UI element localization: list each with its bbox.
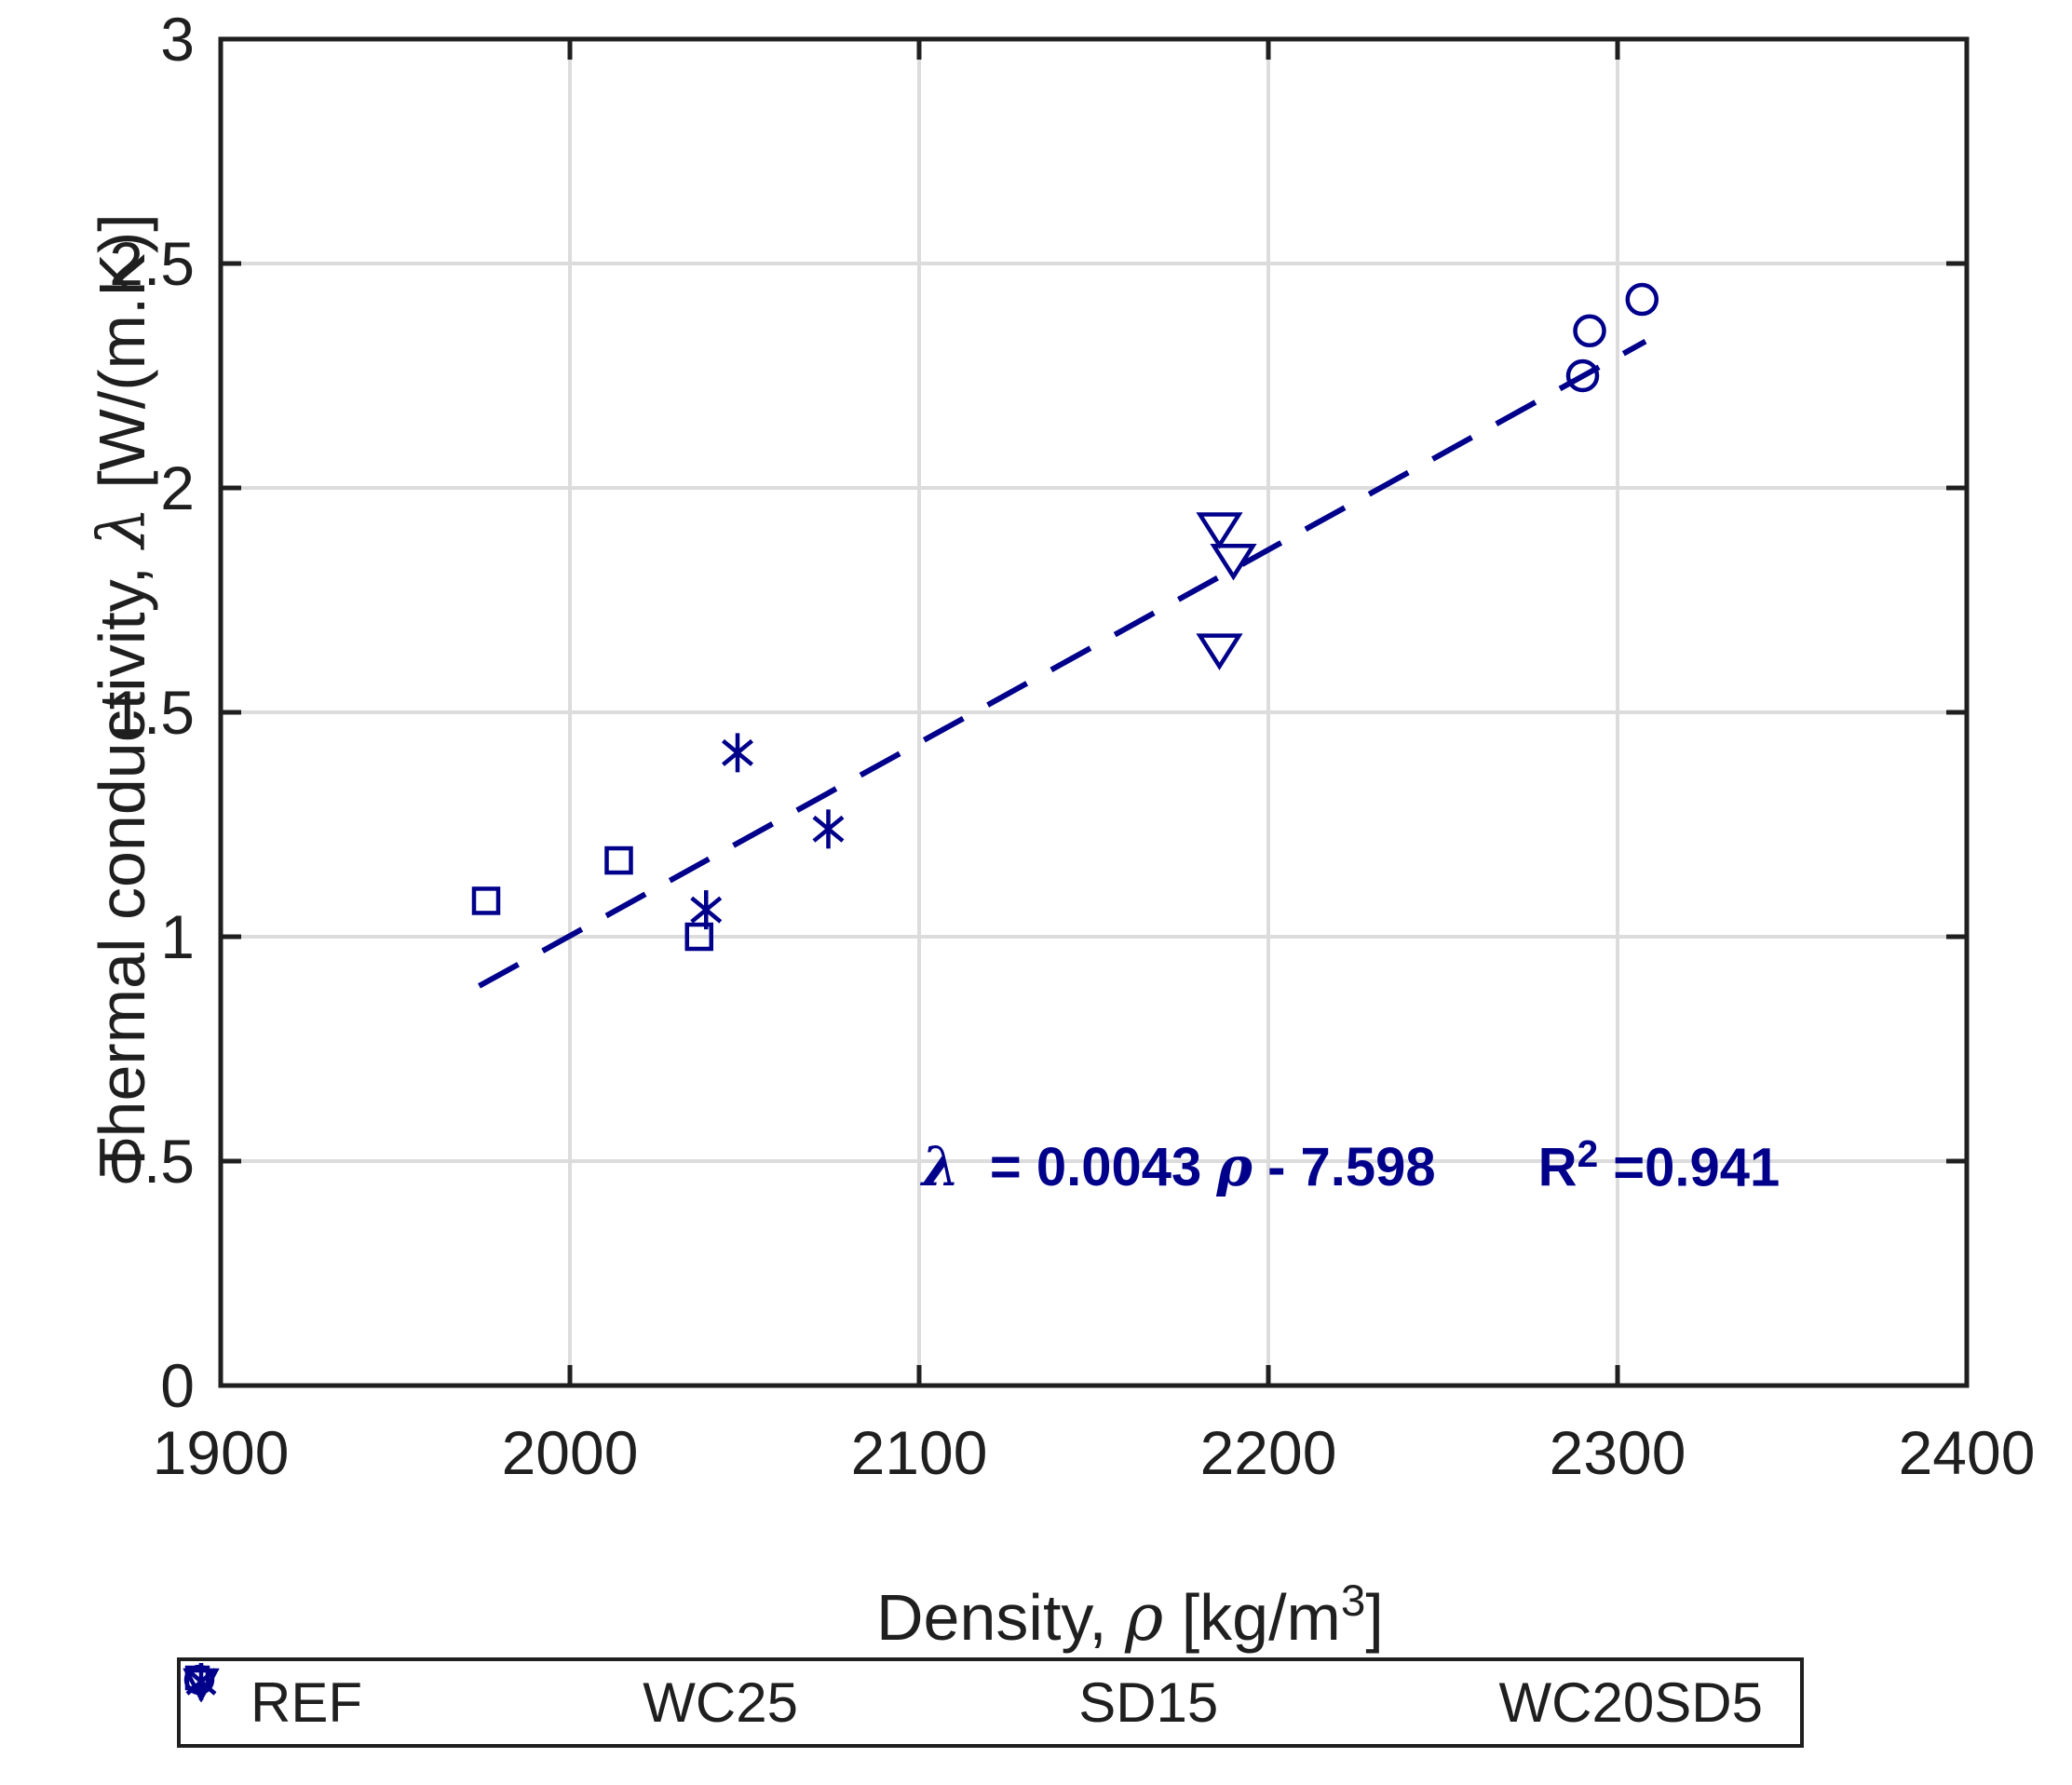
y-axis-label: Thermal conductivity, λ [W/(m.K)]: [9, 126, 160, 1336]
data-point-square: [604, 845, 633, 875]
lambda-symbol: λ: [84, 507, 160, 548]
fit-equation-annotation: λ = 0.0043 ρ - 7.598 R2 =0.941: [922, 1132, 1780, 1198]
r-squared-value: R2 =0.941: [1537, 1132, 1781, 1198]
legend-label-ref: REF: [251, 1670, 362, 1734]
data-point-circle: [1565, 358, 1600, 393]
legend-item-wc25: WC25: [185, 1663, 798, 1734]
x-tick-label: 2400: [1899, 1418, 2036, 1487]
rho-symbol: ρ: [1125, 1579, 1164, 1657]
data-point-triangle: [1210, 544, 1257, 581]
y-tick-label: 1.5: [109, 678, 195, 747]
fit-equation: λ = 0.0043 ρ - 7.598: [922, 1135, 1436, 1199]
data-point-square: [471, 886, 501, 915]
legend-item-ref: REF: [183, 1664, 362, 1734]
y-tick-label: 1: [160, 902, 195, 971]
legend-label-wc20sd5: WC20SD5: [1498, 1670, 1763, 1734]
square-marker-icon: [184, 1665, 210, 1691]
y-tick-label: 0.5: [109, 1127, 195, 1196]
x-axis-unit-pre: [kg/m: [1163, 1581, 1341, 1655]
data-point-asterisk: [690, 896, 723, 924]
data-point-triangle: [1196, 512, 1243, 549]
legend-label-wc25: WC25: [643, 1670, 798, 1734]
legend-item-sd15: SD15: [183, 1668, 1219, 1734]
x-axis-unit-post: ]: [1365, 1581, 1384, 1655]
data-point-triangle: [1196, 633, 1243, 670]
y-axis-label-text: Thermal conductivity,: [86, 548, 158, 1178]
x-tick-label: 2100: [851, 1418, 988, 1487]
data-point-asterisk: [722, 738, 753, 766]
x-axis-label: Density, ρ [kg/m3]: [221, 1501, 1967, 1730]
y-tick-label: 2: [160, 453, 195, 522]
legend-item-wc20sd5: WC20SD5: [184, 1665, 1763, 1734]
x-tick-label: 1900: [153, 1418, 290, 1487]
x-tick-label: 2000: [502, 1418, 639, 1487]
x-axis-label-text: Density,: [875, 1581, 1126, 1655]
legend-label-sd15: SD15: [1078, 1670, 1219, 1734]
data-point-circle: [1625, 282, 1659, 317]
y-tick-label: 3: [160, 5, 195, 74]
trend-line: [478, 339, 1647, 989]
legend-box: REF WC25 SD15 WC20SD5: [177, 1657, 1804, 1748]
y-tick-label: 2.5: [109, 229, 195, 298]
data-point-circle: [1573, 314, 1606, 348]
data-point-square: [684, 922, 713, 952]
y-tick-label: 0: [160, 1351, 195, 1420]
x-tick-label: 2300: [1550, 1418, 1686, 1487]
x-axis-unit-exponent: 3: [1340, 1576, 1366, 1626]
x-tick-label: 2200: [1200, 1418, 1337, 1487]
data-point-asterisk: [812, 815, 845, 843]
y-axis-unit: [W/(m.K)]: [86, 213, 158, 507]
